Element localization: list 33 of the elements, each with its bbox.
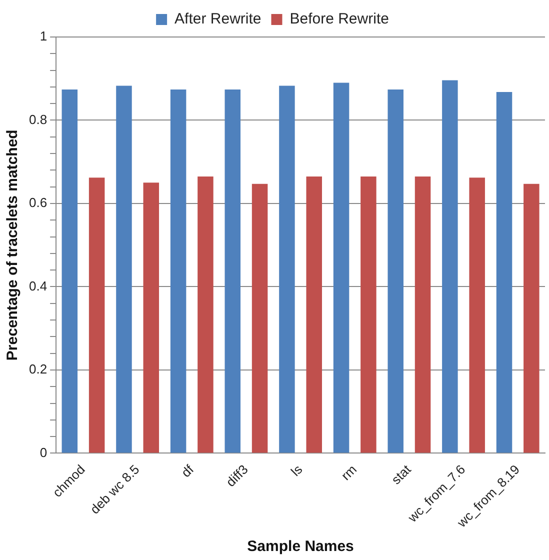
bar <box>198 176 214 453</box>
bar <box>143 182 160 453</box>
x-tick-label: diff3 <box>223 462 251 490</box>
legend-label: Before Rewrite <box>290 10 389 28</box>
y-tick-label: 0.6 <box>28 195 48 210</box>
x-tick-label: rm <box>338 462 360 484</box>
bar <box>442 80 458 453</box>
x-axis-title: Sample Names <box>247 538 354 556</box>
bar <box>388 89 404 453</box>
bar <box>414 176 431 453</box>
y-tick-label: 0 <box>40 444 48 460</box>
bar <box>252 184 268 453</box>
bar <box>360 176 376 453</box>
bar <box>116 86 132 453</box>
y-tick-label: 1 <box>40 28 48 44</box>
bar <box>170 89 186 453</box>
y-axis-title: Precentage of tracelets matched <box>4 130 22 361</box>
x-tick-label: deb wc 8.5 <box>87 462 142 517</box>
bar <box>62 89 78 453</box>
bar <box>496 92 512 453</box>
legend-label: After Rewrite <box>174 10 262 28</box>
bar <box>224 89 241 453</box>
y-tick-label: 0.8 <box>28 112 48 127</box>
bar <box>306 176 322 453</box>
bar <box>279 86 295 453</box>
y-tick-label: 0.2 <box>28 362 48 377</box>
x-tick-label: df <box>178 462 197 480</box>
bar <box>469 178 485 453</box>
bar <box>524 184 540 453</box>
x-tick-label: ls <box>288 461 306 480</box>
bar <box>88 178 105 453</box>
bar <box>333 82 350 453</box>
y-tick-label: 0.4 <box>28 278 48 294</box>
